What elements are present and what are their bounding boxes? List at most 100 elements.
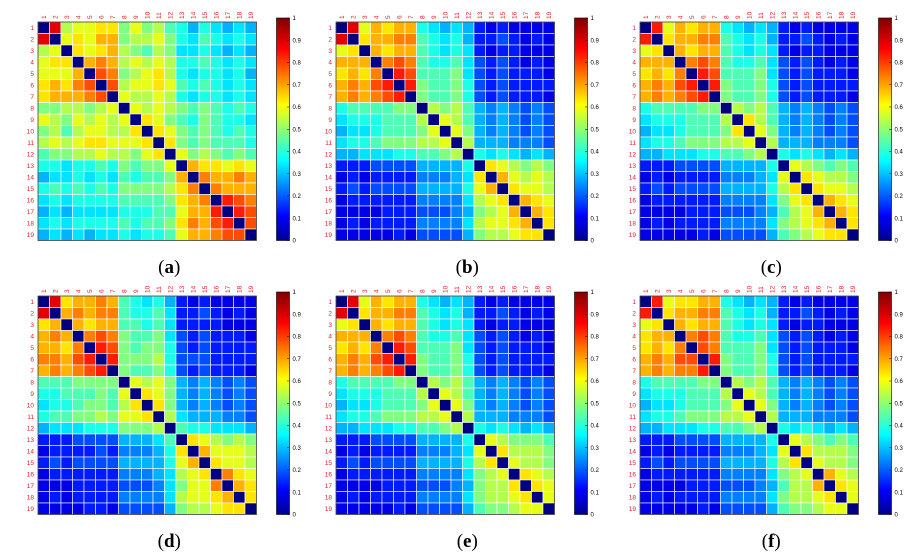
heatmap-cell	[381, 205, 394, 218]
heatmap-cell	[651, 113, 664, 126]
heatmap-cell	[72, 228, 85, 241]
heatmap-cell	[416, 456, 429, 469]
heatmap-cell	[496, 125, 509, 138]
heatmap-cell	[496, 387, 509, 400]
heatmap-cell	[347, 456, 360, 469]
heatmap-cell	[72, 468, 85, 481]
heatmap-cell	[685, 171, 698, 184]
heatmap-cell	[141, 21, 154, 34]
heatmap-cell	[777, 307, 790, 320]
heatmap-cell	[777, 399, 790, 412]
heatmap-cell	[800, 148, 813, 161]
heatmap-cell	[49, 399, 62, 412]
y-tick-label: 12	[27, 152, 35, 159]
heatmap-cell	[37, 148, 50, 161]
heatmap-cell	[37, 56, 50, 69]
heatmap-cell	[416, 376, 429, 389]
heatmap-cell	[381, 148, 394, 161]
heatmap-cell	[835, 228, 848, 241]
heatmap-cell	[335, 102, 348, 115]
heatmap-cell	[416, 182, 429, 195]
heatmap-cell	[210, 318, 223, 331]
heatmap-cell	[496, 136, 509, 149]
heatmap-cell	[531, 228, 544, 241]
y-tick-label: 8	[30, 106, 34, 113]
heatmap-cell	[393, 90, 406, 103]
heatmap-cell	[462, 56, 475, 69]
heatmap-cell	[789, 479, 802, 492]
heatmap-cell	[823, 102, 836, 115]
heatmap-cell	[49, 159, 62, 172]
heatmap-cell	[129, 33, 142, 46]
heatmap-cell	[743, 422, 756, 435]
heatmap-cell	[800, 410, 813, 423]
heatmap-cell	[106, 194, 119, 207]
heatmap-cell	[473, 79, 486, 92]
heatmap-cell	[347, 491, 360, 504]
heatmap-cell	[198, 433, 211, 446]
heatmap-cell	[164, 171, 177, 184]
heatmap-cell	[685, 399, 698, 412]
heatmap-cell	[60, 353, 73, 366]
heatmap-cell	[347, 56, 360, 69]
heatmap-cell	[404, 318, 417, 331]
heatmap-cell	[37, 422, 50, 435]
colorbar-tick-label: 0.8	[895, 61, 904, 67]
heatmap-cell	[381, 113, 394, 126]
heatmap-cell	[531, 479, 544, 492]
heatmap-cell	[662, 491, 675, 504]
heatmap-cell	[370, 33, 383, 46]
heatmap-cell	[393, 445, 406, 458]
y-tick-label: 15	[629, 460, 637, 467]
heatmap-cell	[674, 410, 687, 423]
heatmap-cell	[404, 433, 417, 446]
heatmap-cell	[233, 341, 246, 354]
heatmap-cell	[731, 445, 744, 458]
heatmap-cell	[416, 341, 429, 354]
heatmap-cell	[743, 468, 756, 481]
heatmap-cell	[662, 194, 675, 207]
heatmap-cell	[674, 307, 687, 320]
heatmap-cell	[210, 44, 223, 57]
heatmap-cell	[720, 456, 733, 469]
heatmap-cell	[519, 318, 532, 331]
heatmap-cell	[685, 318, 698, 331]
heatmap-cell	[393, 182, 406, 195]
heatmap-cell	[233, 205, 246, 218]
heatmap-cell	[427, 445, 440, 458]
heatmap-cell	[777, 228, 790, 241]
heatmap-cell	[244, 56, 257, 69]
heatmap-cell	[335, 307, 348, 320]
heatmap-cell	[244, 102, 257, 115]
heatmap-cell	[823, 364, 836, 377]
heatmap-cell	[427, 468, 440, 481]
heatmap-cell	[812, 44, 825, 57]
heatmap-cell	[542, 102, 555, 115]
heatmap-cell	[508, 148, 521, 161]
heatmap-cell	[697, 33, 710, 46]
heatmap-cell	[37, 318, 50, 331]
heatmap-cell	[531, 67, 544, 80]
heatmap-cell	[370, 56, 383, 69]
heatmap-cell	[508, 376, 521, 389]
heatmap-cell	[427, 217, 440, 230]
heatmap-cell	[743, 228, 756, 241]
heatmap-cell	[508, 399, 521, 412]
heatmap-cell	[83, 364, 96, 377]
heatmap-cell	[485, 194, 498, 207]
colorbar-tick-label: 0.7	[895, 357, 904, 363]
heatmap-cell	[49, 364, 62, 377]
heatmap-cell	[37, 228, 50, 241]
colorbar-tick-label: 1	[591, 16, 595, 22]
heatmap-cell	[846, 468, 859, 481]
heatmap-cell	[393, 341, 406, 354]
heatmap-cell	[358, 341, 371, 354]
heatmap-cell	[639, 102, 652, 115]
heatmap-cell	[777, 44, 790, 57]
heatmap-cell	[508, 136, 521, 149]
heatmap-cell	[118, 376, 131, 389]
heatmap-cell	[685, 67, 698, 80]
heatmap-cell	[244, 228, 257, 241]
heatmap-cell	[187, 136, 200, 149]
heatmap-cell	[129, 44, 142, 57]
